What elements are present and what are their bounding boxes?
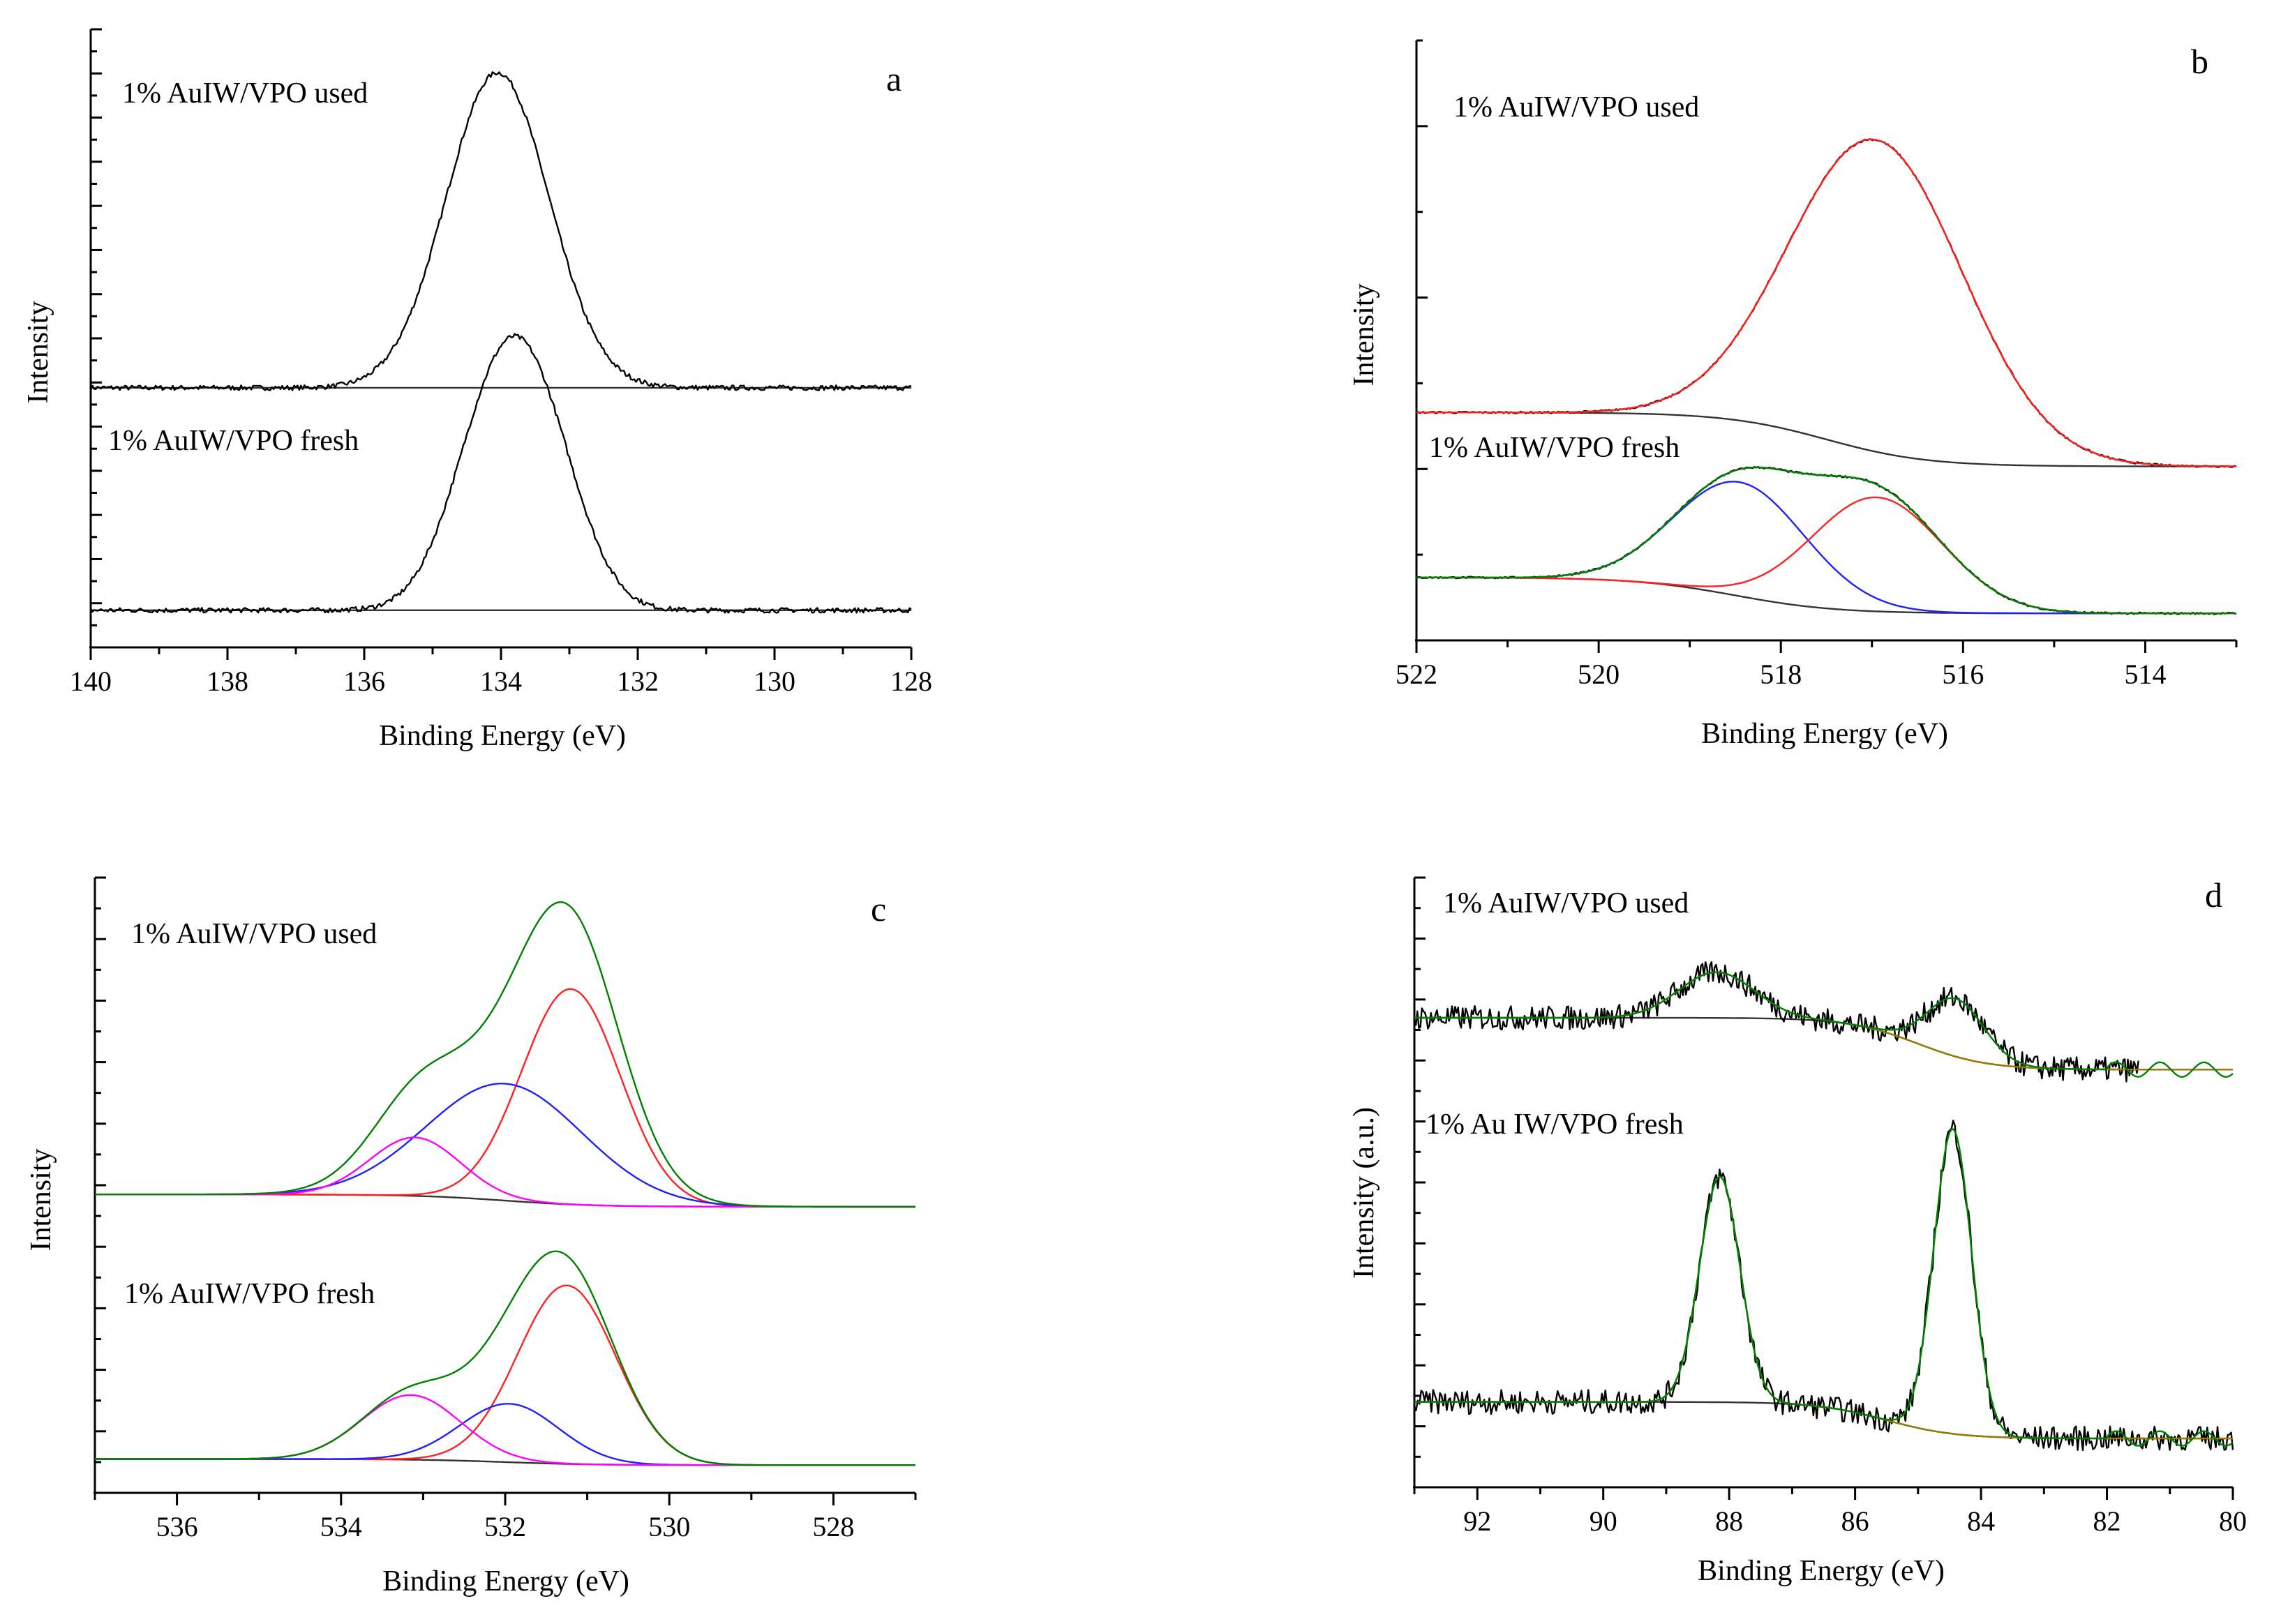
panel-d-y-axis-title: Intensity (a.u.): [1348, 1107, 1380, 1279]
panel-c-y-axis-title: Intensity: [25, 1149, 57, 1251]
x-tick-label: 86: [1841, 1505, 1869, 1537]
panel-a-fresh-label: 1% AuIW/VPO fresh: [108, 425, 359, 457]
x-tick-label: 528: [812, 1511, 854, 1542]
component-fit-line: [1416, 138, 2236, 467]
panel-c-used-label: 1% AuIW/VPO used: [131, 918, 377, 950]
panel-b-letter: b: [2191, 42, 2208, 81]
panel-a-chart: 140 138 136 134 132 130 128 a 1% AuIW/VPO used…: [22, 28, 932, 752]
x-tick-label: 92: [1463, 1505, 1491, 1537]
panel-d-chart: 92 90 88 86 84 82 80 d 1% AuIW/VPO used 1% Au …: [1348, 875, 2247, 1587]
x-tick-label: 136: [343, 666, 385, 697]
panel-b-plot-area: 522 520 518 516 514: [1396, 39, 2238, 690]
x-tick-label: 88: [1715, 1505, 1743, 1537]
envelope-fit-line: [95, 1250, 915, 1466]
x-tick-label: 522: [1396, 659, 1437, 690]
x-tick-label: 532: [484, 1511, 526, 1542]
x-tick-label: 536: [156, 1511, 198, 1542]
x-tick-label: 130: [754, 666, 795, 697]
panel-a-x-axis-title: Binding Energy (eV): [379, 720, 626, 752]
x-tick-label: 138: [207, 666, 248, 697]
panel-d-fresh-label: 1% Au IW/VPO fresh: [1426, 1108, 1684, 1141]
panel-d-letter: d: [2205, 875, 2222, 915]
panel-b-used-label: 1% AuIW/VPO used: [1453, 91, 1699, 123]
envelope-fit-line: [1414, 1128, 2234, 1447]
panel-c-plot-area: 536 534 532 530 528: [94, 876, 917, 1542]
panel-d-used-label: 1% AuIW/VPO used: [1443, 887, 1689, 919]
envelope-fit-line: [95, 901, 915, 1208]
panel-c-x-axis-title: Binding Energy (eV): [382, 1565, 629, 1597]
panel-b-fresh-label: 1% AuIW/VPO fresh: [1429, 432, 1680, 464]
x-tick-label: 516: [1942, 659, 1984, 690]
panel-a-used-label: 1% AuIW/VPO used: [122, 77, 368, 110]
panel-b-y-axis-title: Intensity: [1348, 284, 1380, 386]
x-tick-label: 534: [320, 1511, 362, 1542]
x-tick-label: 514: [2124, 659, 2166, 690]
x-tick-label: 134: [480, 666, 522, 697]
x-tick-label: 80: [2219, 1505, 2247, 1537]
panel-d-plot-area: 92 90 88 86 84 82 80: [1413, 876, 2247, 1537]
raw-spectrum-line: [89, 333, 912, 614]
x-tick-label: 530: [648, 1511, 690, 1542]
panel-d-x-axis-title: Binding Energy (eV): [1698, 1555, 1945, 1587]
envelope-fit-line: [1414, 971, 2234, 1078]
x-tick-label: 128: [890, 666, 932, 697]
x-tick-label: 520: [1578, 659, 1620, 690]
x-tick-label: 90: [1590, 1505, 1617, 1537]
x-tick-label: 140: [70, 666, 112, 697]
envelope-fit-line: [1416, 466, 2236, 615]
x-tick-label: 84: [1967, 1505, 1995, 1537]
x-tick-label: 82: [2093, 1505, 2121, 1537]
x-tick-label: 518: [1760, 659, 1802, 690]
panel-b-x-axis-title: Binding Energy (eV): [1701, 718, 1948, 750]
panel-a-y-axis-title: Intensity: [22, 301, 54, 404]
panel-c-letter: c: [871, 889, 886, 928]
panel-a-letter: a: [886, 59, 902, 98]
panel-a-plot-area: 140 138 136 134 132 130 128: [70, 28, 932, 697]
panel-c-chart: 536 534 532 530 528 c 1% AuIW/VPO used 1% Au…: [25, 876, 917, 1597]
raw-spectrum-line: [1413, 1120, 2234, 1452]
x-tick-label: 132: [617, 666, 659, 697]
panel-b-chart: 522 520 518 516 514 b 1% AuIW/VPO used 1% Au…: [1348, 39, 2238, 750]
raw-spectrum-line: [89, 71, 912, 391]
panel-c-fresh-label: 1% AuIW/VPO fresh: [124, 1278, 375, 1310]
